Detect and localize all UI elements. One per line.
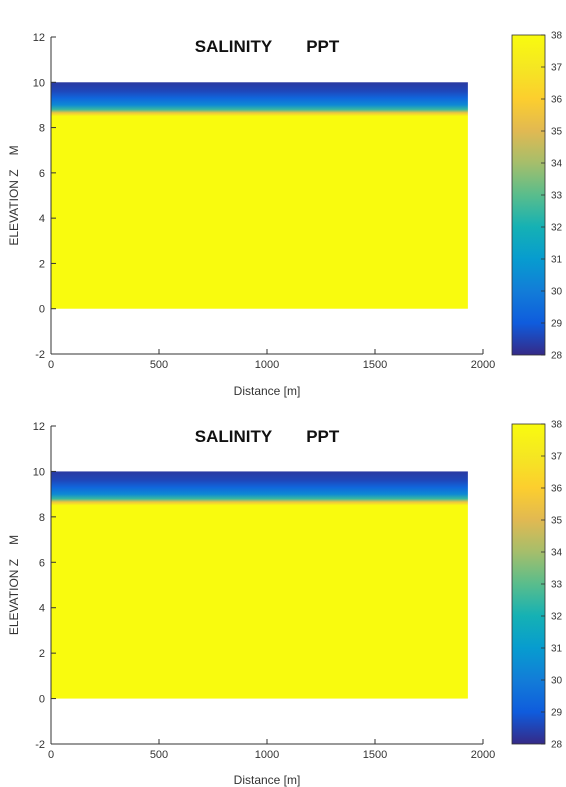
colorbar-tick-label: 33 [551,580,563,591]
chart-title-main: SALINITY [195,37,273,56]
x-tick-label: 500 [150,359,168,371]
colorbar-tick-label: 36 [551,484,563,495]
y-tick-label: -2 [35,349,45,361]
y-tick-label: 8 [39,512,45,524]
y-tick-label: 0 [39,694,45,706]
y-axis-label: ELEVATION Z M [7,535,21,635]
colorbar-tick-label: 37 [551,63,563,74]
x-tick-label: 1000 [255,359,279,371]
y-tick-label: -2 [35,739,45,751]
y-tick-label: 8 [39,123,45,135]
x-tick-label: 2000 [471,359,495,371]
x-axis-label: Distance [m] [234,773,301,787]
colorbar-tick-label: 32 [551,223,563,234]
colorbar-tick-label: 33 [551,191,563,202]
y-axis-label-main: ELEVATION Z [7,169,21,245]
colorbar-tick-label: 32 [551,612,563,623]
colorbar-tick-label: 30 [551,676,563,687]
y-tick-label: 12 [33,32,45,44]
salinity-field [51,82,468,309]
colorbar-tick-label: 30 [551,287,563,298]
colorbar-tick-label: 28 [551,740,563,751]
y-tick-label: 10 [33,466,45,478]
colorbar-tick-label: 34 [551,548,563,559]
colorbar-tick-label: 28 [551,351,563,362]
x-tick-label: 1000 [255,749,279,761]
x-tick-label: 500 [150,749,168,761]
salinity-field [51,471,468,699]
colorbar-tick-label: 29 [551,319,563,330]
chart-title: SALINITY PPT [195,427,340,446]
x-tick-label: 0 [48,749,54,761]
colorbar-tick-label: 31 [551,255,563,266]
chart-title-main: SALINITY [195,427,273,446]
colorbar-tick-label: 35 [551,127,563,138]
y-axis-label: ELEVATION Z M [7,145,21,245]
y-tick-label: 6 [39,168,45,180]
x-tick-label: 2000 [471,749,495,761]
y-tick-label: 0 [39,304,45,316]
x-tick-label: 1500 [363,359,387,371]
chart-title: SALINITY PPT [195,37,340,56]
x-tick-label: 0 [48,359,54,371]
y-tick-label: 4 [39,213,45,225]
colorbar-tick-label: 31 [551,644,563,655]
colorbar-tick-label: 38 [551,420,563,431]
colorbar-tick-label: 29 [551,708,563,719]
y-axis-label-unit: M [7,535,21,545]
chart-title-unit: PPT [306,37,340,56]
colorbar-tick-label: 37 [551,452,563,463]
x-tick-label: 1500 [363,749,387,761]
colorbar-tick-label: 38 [551,31,563,42]
y-axis-label-main: ELEVATION Z [7,559,21,635]
x-axis-label: Distance [m] [234,384,301,398]
colorbar [511,34,546,356]
chart-title-unit: PPT [306,427,340,446]
colorbar-tick-label: 35 [551,516,563,527]
y-tick-label: 4 [39,603,45,615]
colorbar-tick-label: 36 [551,95,563,106]
y-axis-label-unit: M [7,145,21,155]
colorbar [511,423,546,745]
y-tick-label: 12 [33,421,45,433]
y-tick-label: 10 [33,77,45,89]
y-tick-label: 2 [39,258,45,270]
y-tick-label: 6 [39,557,45,569]
colorbar-tick-label: 34 [551,159,563,170]
y-tick-label: 2 [39,648,45,660]
